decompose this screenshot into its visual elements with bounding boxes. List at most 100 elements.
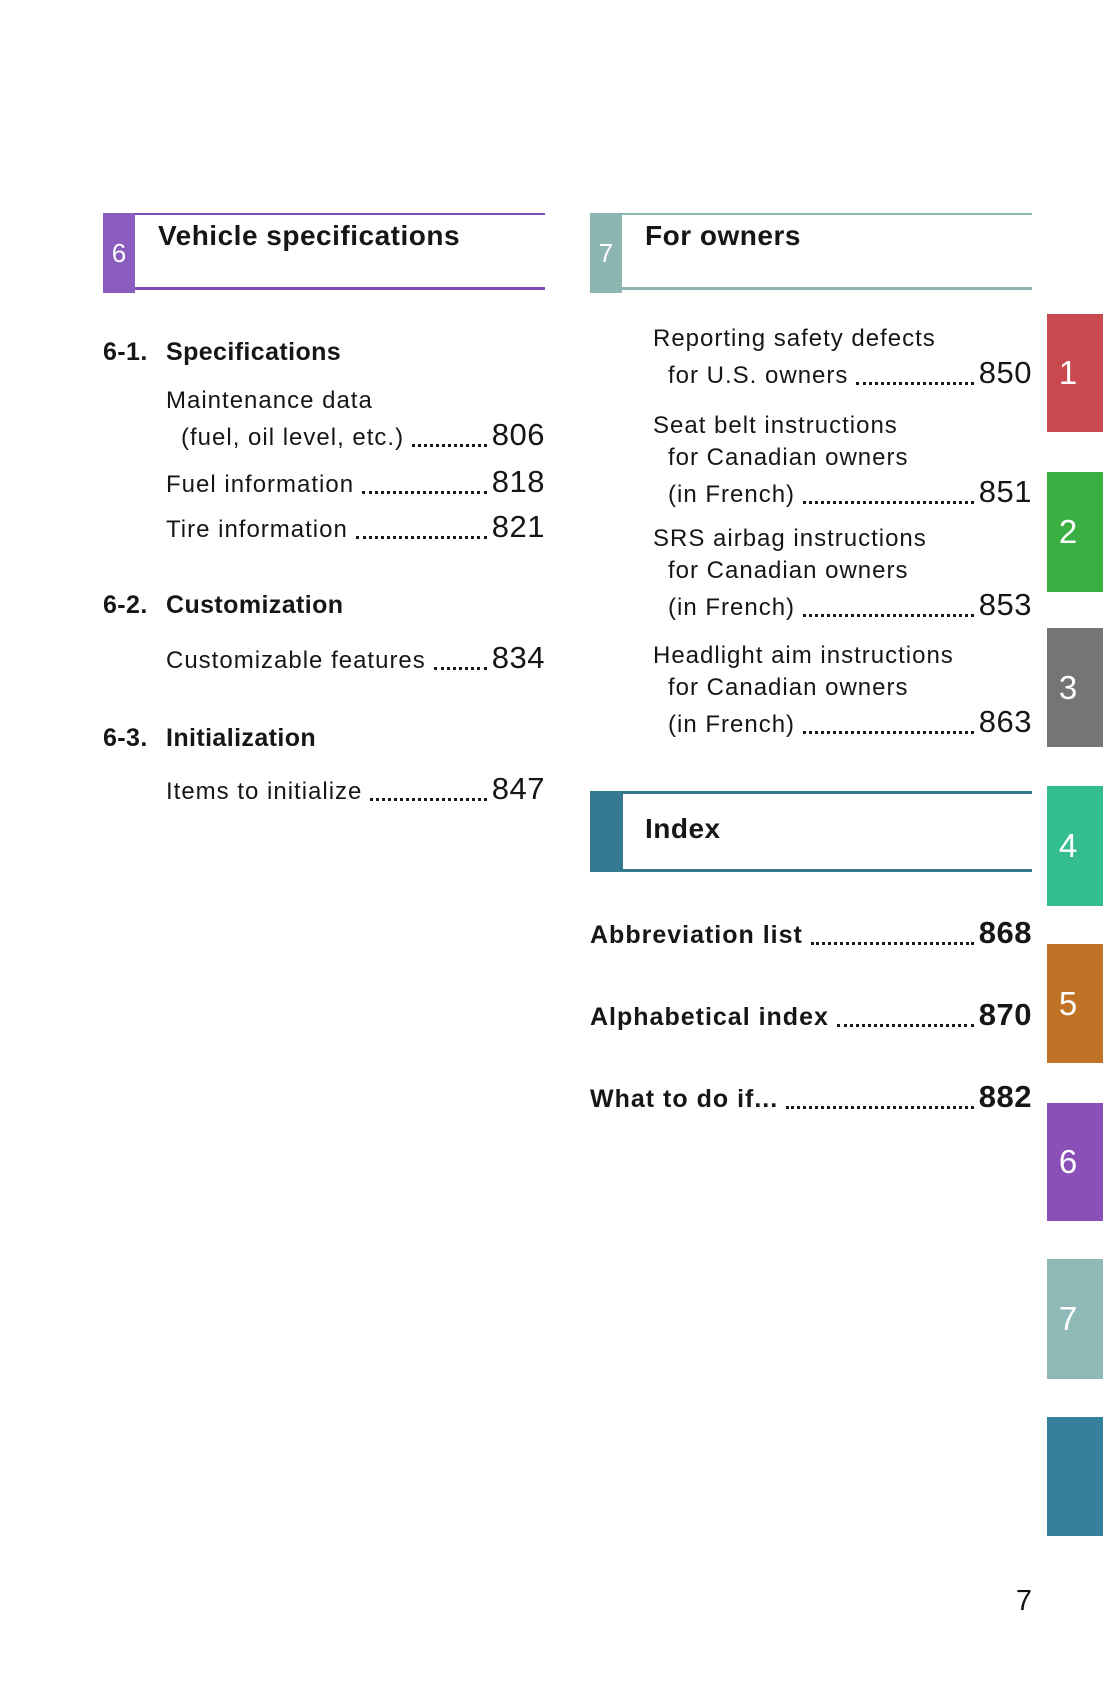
entry-label: Seat belt instructions — [653, 412, 898, 439]
side-tab-label: 5 — [1058, 984, 1078, 1022]
chapter-number: 6 — [111, 237, 127, 268]
index-header: Index — [590, 791, 1032, 872]
entry-label: Fuel information — [166, 471, 355, 498]
toc-entry[interactable]: Customizable features 834 — [166, 640, 545, 679]
entry-label: for Canadian owners — [668, 444, 909, 471]
entry-label: What to do if... — [590, 1085, 779, 1113]
toc-entry[interactable]: Tire information 821 — [166, 509, 545, 548]
header-bottom-rule — [103, 287, 545, 290]
entry-label: Abbreviation list — [590, 921, 803, 949]
toc-column-left: 6 Vehicle specifications 6-1. Specificat… — [103, 213, 545, 810]
page-number: 806 — [491, 417, 545, 452]
side-tab-6[interactable]: 6 — [1047, 1103, 1103, 1221]
side-tab-2[interactable]: 2 — [1047, 472, 1103, 592]
page-folio: 7 — [1015, 1585, 1032, 1617]
dot-leader — [803, 501, 974, 504]
side-tab-3[interactable]: 3 — [1047, 628, 1103, 747]
dot-leader — [803, 731, 974, 734]
entry-label: Maintenance data — [166, 387, 373, 414]
side-tab-label: 6 — [1058, 1143, 1078, 1180]
page-number: 863 — [978, 704, 1032, 739]
toc-entry[interactable]: Headlight aim instructions for Canadian … — [653, 640, 1032, 743]
entry-label: (in French) — [668, 481, 796, 508]
page-number: 882 — [978, 1079, 1032, 1114]
side-tab-label: 3 — [1058, 668, 1078, 706]
side-tab-1[interactable]: 1 — [1047, 314, 1103, 432]
section-number: 6-2. — [103, 591, 148, 619]
entry-label: Items to initialize — [166, 778, 363, 805]
dot-leader — [836, 1024, 974, 1027]
page-number: 853 — [978, 587, 1032, 622]
chapter-7-header: 7 For owners — [590, 213, 1032, 293]
side-tab-label: 7 — [1058, 1300, 1078, 1337]
toc-entry[interactable]: SRS airbag instructions for Canadian own… — [653, 523, 1032, 626]
toc-entry[interactable]: What to do if... 882 — [590, 1078, 1032, 1118]
entry-label: for Canadian owners — [668, 674, 909, 701]
entry-label: Tire information — [166, 516, 348, 543]
entry-label: for Canadian owners — [668, 557, 909, 584]
index-bottom-rule — [590, 869, 1032, 872]
toc-column-right: 7 For owners Reporting safety defects fo… — [590, 213, 1032, 1118]
toc-entry[interactable]: Alphabetical index 870 — [590, 996, 1032, 1036]
toc-entry[interactable]: Seat belt instructions for Canadian owne… — [653, 410, 1032, 513]
index-title: Index — [645, 813, 721, 844]
header-bottom-rule — [590, 287, 1032, 290]
entry-label: Reporting safety defects — [653, 325, 936, 352]
section-title: Customization — [166, 591, 344, 619]
toc-entry[interactable]: Abbreviation list 868 — [590, 914, 1032, 954]
page-number: 818 — [491, 464, 545, 499]
toc-entry[interactable]: Maintenance data (fuel, oil level, etc.)… — [166, 385, 545, 456]
toc-entry[interactable]: Items to initialize 847 — [166, 771, 545, 810]
dot-leader — [856, 382, 974, 385]
side-tab-4[interactable]: 4 — [1047, 786, 1103, 906]
chapter-6-header: 6 Vehicle specifications — [103, 213, 545, 293]
dot-leader — [433, 667, 487, 670]
chapter-title: For owners — [645, 220, 801, 251]
side-tab-label: 4 — [1058, 827, 1078, 864]
index-top-rule — [590, 791, 1032, 794]
section-heading: 6-3. Initialization — [103, 723, 545, 753]
index-number-tab — [590, 791, 623, 872]
page-number: 834 — [491, 640, 545, 675]
chapter-number: 7 — [598, 237, 614, 268]
page-number: 851 — [978, 474, 1032, 509]
dot-leader — [355, 536, 487, 539]
side-tab-7[interactable]: 7 — [1047, 1259, 1103, 1379]
page-number: 850 — [978, 355, 1032, 390]
page-number: 847 — [491, 771, 545, 806]
side-tab-label: 1 — [1058, 354, 1078, 391]
entry-label: Alphabetical index — [590, 1003, 829, 1031]
entry-label: (fuel, oil level, etc.) — [181, 424, 405, 451]
dot-leader — [370, 798, 487, 801]
dot-leader — [803, 614, 974, 617]
header-top-rule — [590, 213, 1032, 215]
dot-leader — [412, 444, 487, 447]
section-title: Specifications — [166, 338, 342, 366]
chapter-7-number-tab: 7 — [590, 213, 622, 293]
entry-label: Headlight aim instructions — [653, 642, 954, 669]
side-tab-blank[interactable] — [1047, 1417, 1103, 1536]
chapter-title: Vehicle specifications — [158, 220, 461, 251]
section-title: Initialization — [166, 724, 317, 752]
toc-entry[interactable]: Fuel information 818 — [166, 464, 545, 503]
page-number: 870 — [978, 997, 1032, 1032]
chapter-6-number-tab: 6 — [103, 213, 135, 293]
section-number: 6-1. — [103, 338, 148, 366]
dot-leader — [810, 942, 974, 945]
section-heading: 6-1. Specifications — [103, 337, 545, 367]
entry-label: SRS airbag instructions — [653, 525, 927, 552]
header-top-rule — [103, 213, 545, 215]
side-tab-label: 2 — [1058, 513, 1078, 550]
entry-label: for U.S. owners — [668, 362, 849, 389]
section-heading: 6-2. Customization — [103, 590, 545, 620]
toc-entry[interactable]: Reporting safety defects for U.S. owners… — [653, 323, 1032, 394]
section-number: 6-3. — [103, 724, 148, 752]
entry-label: Customizable features — [166, 647, 426, 674]
page-number: 821 — [491, 509, 545, 544]
page-number: 868 — [978, 915, 1032, 950]
side-tab-5[interactable]: 5 — [1047, 944, 1103, 1063]
entry-label: (in French) — [668, 594, 796, 621]
dot-leader — [786, 1106, 974, 1109]
entry-label: (in French) — [668, 711, 796, 738]
